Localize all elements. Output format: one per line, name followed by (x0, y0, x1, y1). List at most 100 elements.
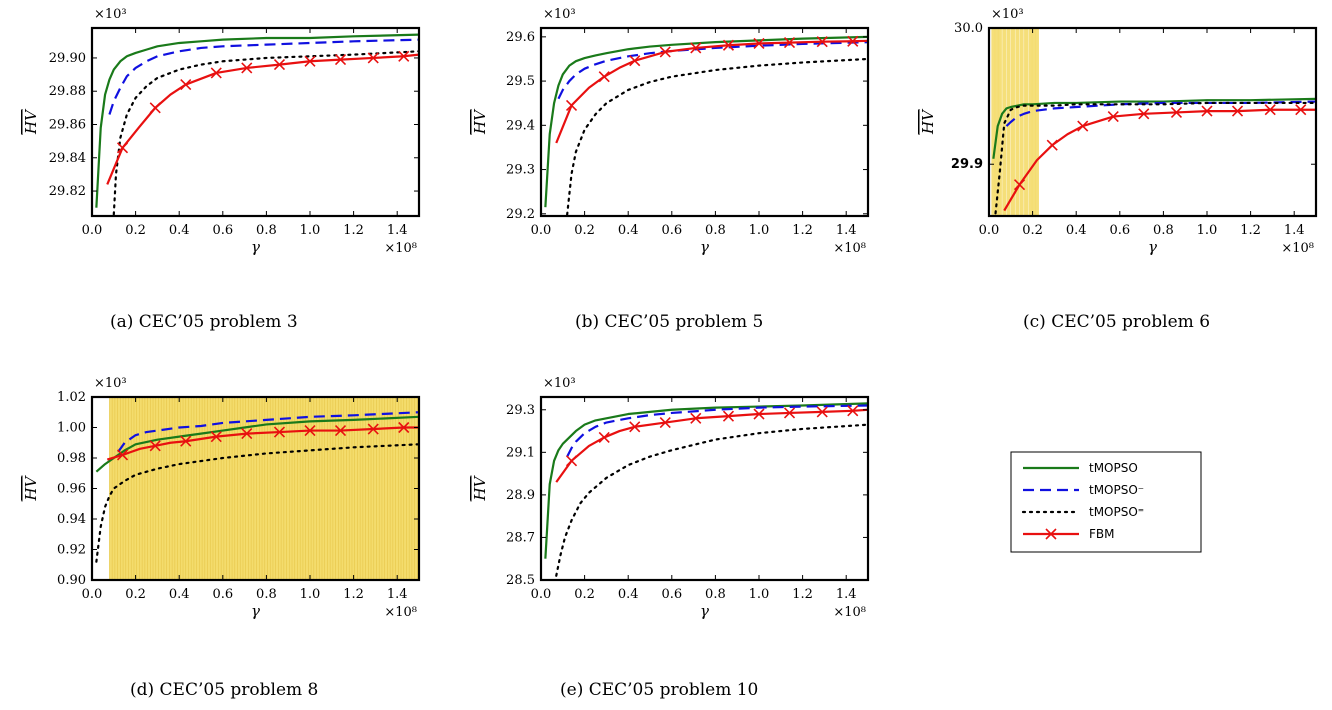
x-tick-label: 0.0 (979, 223, 1000, 238)
y-multiplier: ×10³ (543, 7, 576, 22)
marker-x (210, 431, 222, 443)
series-tmopso (544, 35, 868, 208)
x-tick-label: 1.0 (300, 223, 321, 238)
marker-x (398, 50, 410, 62)
shaded-band (1034, 28, 1039, 216)
marker-x (783, 37, 796, 49)
series-tmopso-minus (566, 404, 868, 458)
series-tmopso (95, 33, 419, 208)
series-fbm (106, 426, 419, 461)
y-axis-label: HV (919, 108, 937, 135)
marker-x (816, 36, 828, 48)
y-tick-label: 0.90 (57, 573, 86, 588)
marker-x (304, 424, 316, 437)
marker-x (116, 449, 129, 461)
y-tick-label: 29.88 (49, 84, 86, 99)
marker-x (1231, 105, 1244, 117)
x-tick-label: 0.0 (531, 587, 552, 602)
marker-x (398, 421, 410, 434)
x-multiplier: ×10⁸ (384, 605, 417, 620)
x-tick-label: 1.2 (792, 587, 813, 602)
marker-x (629, 55, 641, 67)
panel-caption: (b) CEC’05 problem 5 (575, 312, 763, 332)
series-fbm (555, 408, 868, 483)
marker-x (1201, 105, 1213, 117)
x-tick-label: 1.4 (387, 587, 408, 602)
y-tick-label: 0.92 (57, 543, 86, 558)
series-tmopso-minus (557, 41, 868, 100)
chart-panel-3: 0.0 0.2 0.4 0.6 0.8 1.0 1.2 1.4 29.9 30.0 ×10³ ×10⁸… (918, 7, 1318, 332)
series-fbm (555, 39, 868, 144)
x-tick-label: 1.0 (749, 587, 770, 602)
y-axis-label: HV (22, 108, 40, 135)
x-tick-label: 1.4 (1284, 223, 1305, 238)
x-tick-label: 0.4 (169, 223, 190, 238)
x-tick-label: 1.2 (1240, 223, 1261, 238)
x-axis-label: γ (1148, 238, 1157, 256)
marker-x (210, 67, 222, 79)
marker-x (273, 426, 286, 438)
legend-item-fbm: FBM (1023, 527, 1115, 541)
x-axis-label: γ (251, 602, 260, 620)
shaded-band (1031, 28, 1036, 216)
marker-x (629, 421, 641, 433)
x-axis-label: γ (251, 238, 260, 256)
marker-x (273, 59, 286, 71)
series-tmopso (544, 402, 868, 559)
x-tick-label: 0.2 (574, 223, 595, 238)
y-multiplier: ×10³ (94, 376, 127, 391)
y-multiplier: ×10³ (991, 7, 1024, 22)
panel-caption: (e) CEC’05 problem 10 (560, 680, 758, 700)
marker-x (1264, 104, 1276, 116)
x-tick-label: 0.4 (618, 587, 639, 602)
y-multiplier: ×10³ (94, 7, 127, 22)
series-tmopso (992, 97, 1316, 159)
plot-area (544, 402, 868, 577)
plot-area (544, 35, 868, 216)
shaded-band (1019, 28, 1024, 216)
series-fbm (106, 53, 419, 185)
marker-x (690, 42, 702, 54)
x-tick-label: 0.0 (82, 587, 103, 602)
y-tick-label: 28.7 (506, 530, 535, 545)
series-tmopso-eq (994, 101, 1316, 215)
legend-marker-x (1045, 528, 1057, 540)
y-tick-label: 1.00 (57, 421, 86, 436)
y-tick-label: 29.3 (506, 163, 535, 178)
x-multiplier: ×10⁸ (384, 241, 417, 256)
y-tick-label: 29.86 (49, 117, 86, 132)
marker-x (690, 412, 702, 424)
marker-x (847, 405, 859, 417)
y-tick-label: 30.0 (954, 21, 983, 36)
x-tick-label: 0.6 (1109, 223, 1130, 238)
y-tick-label: 29.2 (506, 207, 535, 222)
marker-x (241, 62, 253, 74)
marker-x (367, 423, 379, 435)
x-tick-label: 0.0 (82, 223, 103, 238)
x-tick-label: 1.2 (343, 223, 364, 238)
x-tick-label: 0.8 (705, 587, 726, 602)
plot-frame (539, 26, 870, 218)
chart-panel-5: 0.0 0.2 0.4 0.6 0.8 1.0 1.2 1.4 28.5 28.7 28.9 29.1… (470, 376, 870, 700)
x-multiplier: ×10⁸ (1281, 241, 1314, 256)
marker-x (659, 416, 671, 429)
y-axis-label: HV (22, 474, 40, 501)
x-tick-label: 0.8 (1153, 223, 1174, 238)
y-tick-label: 1.02 (57, 390, 86, 405)
x-tick-label: 0.8 (705, 223, 726, 238)
plot-area (95, 33, 419, 216)
legend-label: tMOPSO (1089, 461, 1138, 475)
x-tick-label: 0.4 (1066, 223, 1087, 238)
x-tick-label: 0.4 (618, 223, 639, 238)
x-axis-label: γ (700, 238, 709, 256)
y-tick-label: 0.96 (57, 482, 86, 497)
marker-x (180, 79, 192, 91)
x-tick-label: 0.6 (212, 223, 233, 238)
legend-item-tmopso-eq: tMOPSO⁼ (1021, 505, 1144, 519)
y-tick-label: 29.84 (49, 151, 86, 166)
x-tick-label: 1.0 (1197, 223, 1218, 238)
series-tmopso-minus (117, 411, 419, 453)
y-tick-label: 29.9 (951, 157, 983, 172)
x-tick-label: 1.4 (836, 587, 857, 602)
